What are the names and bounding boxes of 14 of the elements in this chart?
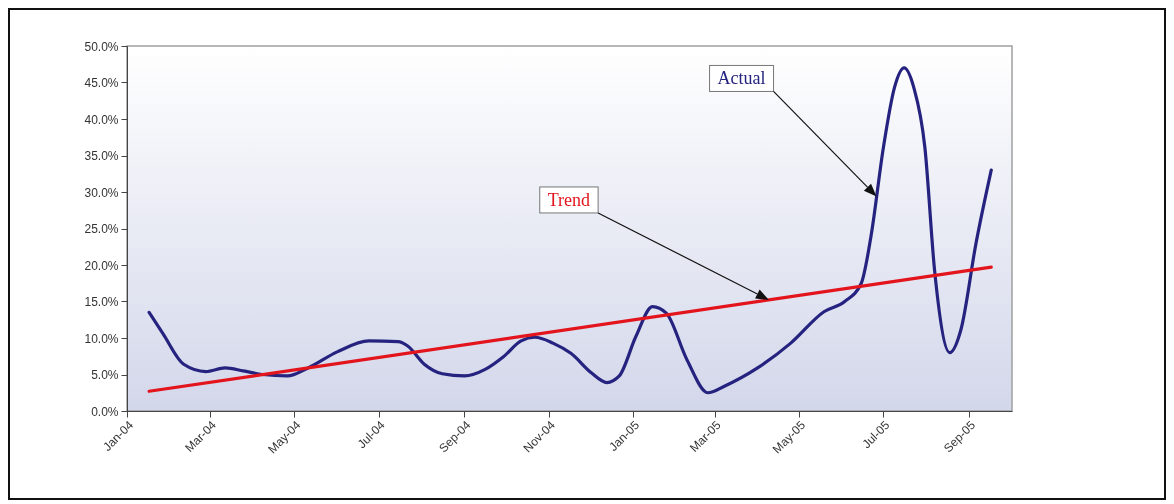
y-tick-label: 50.0% — [84, 39, 119, 54]
y-tick-label: 40.0% — [84, 112, 119, 127]
y-tick-label: 0.0% — [91, 404, 119, 419]
y-tick-label: 30.0% — [84, 185, 119, 200]
y-tick-label: 25.0% — [84, 222, 119, 236]
text: Actual — [717, 68, 766, 89]
y-tick-label: 20.0% — [84, 258, 119, 273]
y-tick-label: 15.0% — [84, 295, 119, 309]
y-tick-label: 35.0% — [84, 149, 119, 163]
text: Trend — [547, 189, 591, 210]
y-tick-label: 5.0% — [91, 368, 119, 382]
line-series — [147, 66, 993, 395]
y-tick-label: 10.0% — [84, 331, 119, 346]
y-tick-label: 45.0% — [84, 76, 119, 90]
